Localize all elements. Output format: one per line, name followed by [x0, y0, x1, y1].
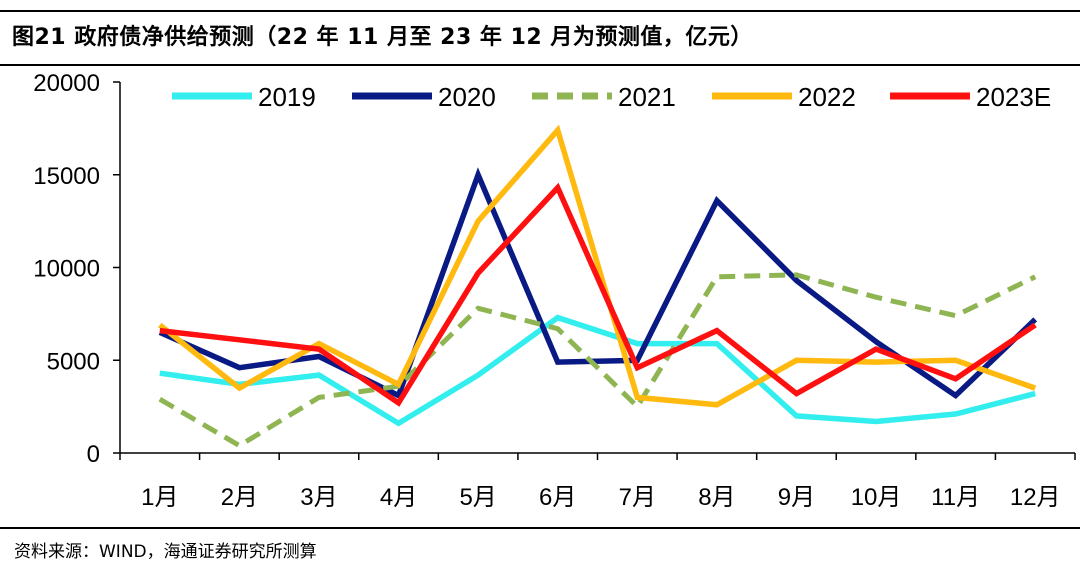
- x-tick-label: 6月: [539, 484, 576, 511]
- x-tick-label: 5月: [459, 484, 496, 511]
- series-line-2020: [158, 167, 1038, 400]
- line-chart: 0 5000 10000 15000 20000 1月 2月 3月 4月 5月 6月 7月 8月 9月 10…: [33, 70, 1076, 511]
- legend: 2019 2020 2021 2022 2023E: [172, 82, 1051, 112]
- y-tick-label: 5000: [47, 348, 100, 375]
- x-tick-label: 10月: [851, 484, 902, 511]
- x-tick-label: 11月: [931, 484, 980, 511]
- bottom-rule: [0, 527, 1080, 529]
- y-tick-label: 20000: [33, 70, 100, 97]
- legend-label-2020: 2020: [438, 82, 496, 112]
- x-tick-label: 9月: [778, 484, 815, 511]
- top-rule: [0, 10, 1080, 12]
- series-line-2022: [158, 124, 1037, 408]
- legend-label-2019: 2019: [258, 82, 316, 112]
- series-layer: [158, 124, 1038, 449]
- legend-label-2022: 2022: [798, 82, 856, 112]
- series-line-2019: [159, 314, 1036, 427]
- title-bar: 图21 政府债净供给预测（22 年 11 月至 23 年 12 月为预测值，亿元…: [0, 0, 1080, 66]
- series-line-2021: [158, 272, 1037, 449]
- y-tick-label: 0: [87, 441, 100, 468]
- x-tick-label: 3月: [300, 484, 337, 511]
- figure-title: 图21 政府债净供给预测（22 年 11 月至 23 年 12 月为预测值，亿元…: [12, 25, 753, 50]
- y-tick-label: 10000: [33, 256, 100, 283]
- axes: 0 5000 10000 15000 20000 1月 2月 3月 4月 5月 6月 7月 8月 9月 10…: [33, 70, 1076, 511]
- x-tick-label: 7月: [619, 484, 656, 511]
- series-line-2023E: [159, 182, 1037, 407]
- y-tick-label: 15000: [33, 163, 100, 190]
- title-rule: [0, 64, 1080, 66]
- x-tick-label: 12月: [1010, 484, 1061, 511]
- source-note: 资料来源：WIND，海通证券研究所测算: [14, 542, 317, 562]
- legend-label-2021: 2021: [618, 82, 676, 112]
- x-tick-label: 8月: [698, 484, 735, 511]
- x-tick-label: 2月: [221, 484, 258, 511]
- x-tick-label: 1月: [141, 484, 178, 511]
- x-tick-label: 4月: [380, 484, 417, 511]
- legend-label-2023E: 2023E: [976, 82, 1051, 112]
